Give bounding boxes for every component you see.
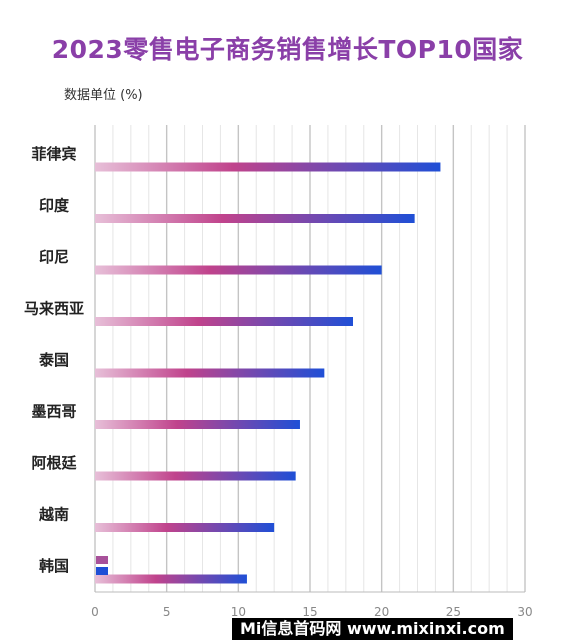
chart-title: 2023零售电子商务销售增长TOP10国家: [51, 35, 524, 64]
category-label: 泰国: [38, 351, 69, 369]
watermark: Mi信息首码网 www.mixinxi.com: [232, 618, 513, 640]
category-label: 马来西亚: [24, 300, 84, 318]
bar-9: [95, 574, 247, 584]
bar-3: [95, 265, 382, 275]
bar-1: [95, 162, 441, 172]
unit-label: 数据单位 (%): [64, 88, 143, 103]
x-tick-label: 30: [517, 605, 532, 619]
swatch-pink: [96, 556, 108, 564]
bar-2: [95, 214, 415, 223]
category-label: 越南: [38, 506, 69, 524]
x-tick-label: 10: [231, 605, 246, 619]
category-label: 印度: [39, 197, 70, 215]
x-tick-label: 0: [91, 605, 99, 619]
category-label: 印尼: [39, 248, 69, 266]
bar-6: [95, 420, 300, 429]
x-tick-label: 20: [374, 605, 389, 619]
category-label: 墨西哥: [31, 403, 76, 421]
x-tick-label: 15: [302, 605, 317, 619]
bar-8: [95, 523, 275, 532]
bar-4: [95, 317, 353, 326]
category-label: 菲律宾: [31, 145, 76, 163]
x-tick-label: 25: [446, 605, 461, 619]
bar-5: [95, 368, 325, 378]
x-tick-label: 5: [163, 605, 171, 619]
bar-7: [95, 471, 296, 481]
category-label: 阿根廷: [31, 454, 77, 472]
category-label: 韩国: [39, 557, 69, 575]
swatch-blue: [96, 567, 108, 575]
